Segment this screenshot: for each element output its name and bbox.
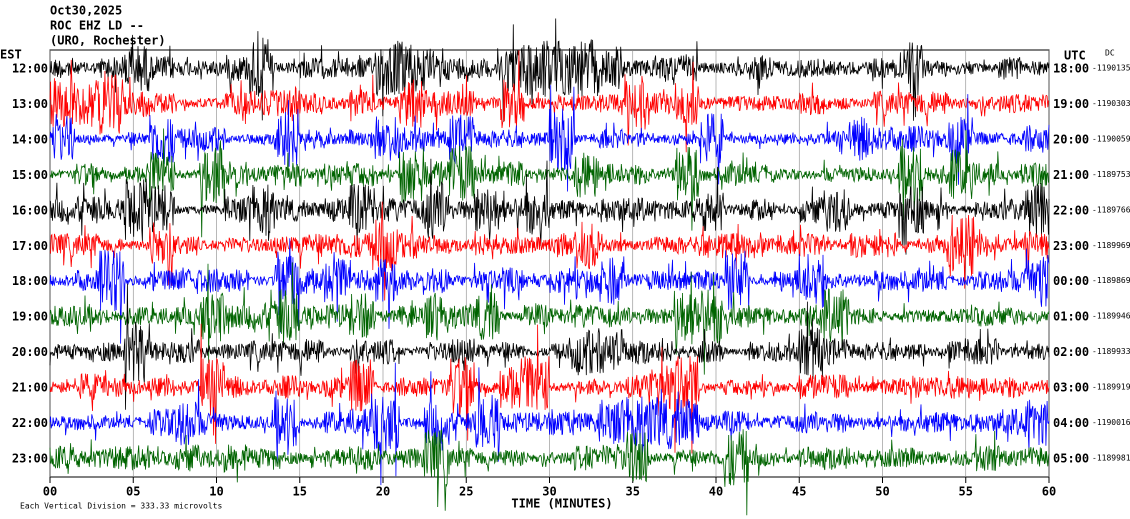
est-label: 22:00 bbox=[12, 416, 48, 430]
station: ROC EHZ LD -- bbox=[50, 19, 144, 33]
x-tick-label: 25 bbox=[459, 485, 473, 499]
location: (URO, Rochester) bbox=[50, 34, 166, 48]
footer: Each Vertical Division = 333.33 microvol… bbox=[20, 502, 222, 511]
x-tick-label: 20 bbox=[376, 485, 390, 499]
seismic-trace bbox=[49, 283, 1050, 410]
est-label: 13:00 bbox=[12, 97, 48, 111]
utc-label: 21:00 bbox=[1053, 168, 1089, 182]
seismic-trace bbox=[49, 238, 1050, 344]
x-tick-label: 15 bbox=[293, 485, 307, 499]
x-tick-label: 40 bbox=[709, 485, 723, 499]
x-tick-label: 60 bbox=[1042, 485, 1056, 499]
x-tick-label: 05 bbox=[126, 485, 140, 499]
seismic-trace bbox=[49, 158, 1050, 255]
est-label: 17:00 bbox=[12, 239, 48, 253]
utc-label: 03:00 bbox=[1053, 381, 1089, 395]
dc-label: DC bbox=[1105, 49, 1115, 58]
utc-label: 02:00 bbox=[1053, 345, 1089, 359]
x-tick-label: 55 bbox=[959, 485, 973, 499]
seismic-trace bbox=[49, 50, 1050, 153]
dc-value: -1189946 bbox=[1092, 312, 1130, 321]
dc-value: -1189969 bbox=[1092, 241, 1130, 250]
est-label: 15:00 bbox=[12, 168, 48, 182]
utc-label: 22:00 bbox=[1053, 203, 1089, 217]
x-tick-label: 30 bbox=[542, 485, 556, 499]
dc-value: -1190135 bbox=[1092, 64, 1130, 73]
est-label: 19:00 bbox=[12, 310, 48, 324]
est-label: 21:00 bbox=[12, 381, 48, 395]
x-tick-label: 00 bbox=[43, 485, 57, 499]
seismic-trace bbox=[49, 323, 1050, 454]
dc-value: -1189766 bbox=[1092, 205, 1130, 214]
est-label: 14:00 bbox=[12, 132, 48, 146]
seismic-trace bbox=[49, 201, 1050, 301]
utc-label: UTC bbox=[1064, 49, 1086, 63]
seismic-trace bbox=[49, 262, 1050, 375]
x-tick-label: 10 bbox=[209, 485, 223, 499]
est-label: 20:00 bbox=[12, 345, 48, 359]
date: Oct30,2025 bbox=[50, 4, 122, 18]
utc-label: 05:00 bbox=[1053, 451, 1089, 465]
utc-label: 23:00 bbox=[1053, 239, 1089, 253]
dc-value: -1189933 bbox=[1092, 347, 1130, 356]
dc-value: -1189869 bbox=[1092, 276, 1130, 285]
dc-value: -1190059 bbox=[1092, 134, 1130, 143]
dc-value: -1189753 bbox=[1092, 170, 1130, 179]
seismic-trace bbox=[49, 429, 1050, 516]
seismic-trace bbox=[49, 85, 1050, 192]
dc-value: -1189981 bbox=[1092, 453, 1130, 462]
seismic-trace bbox=[49, 18, 1050, 122]
utc-label: 18:00 bbox=[1053, 62, 1089, 76]
dc-value: -1189919 bbox=[1092, 383, 1130, 392]
est-label: 12:00 bbox=[12, 62, 48, 76]
utc-label: 20:00 bbox=[1053, 132, 1089, 146]
utc-label: 04:00 bbox=[1053, 416, 1089, 430]
est-label: 16:00 bbox=[12, 203, 48, 217]
dc-value: -1190016 bbox=[1092, 418, 1130, 427]
x-tick-label: 35 bbox=[626, 485, 640, 499]
x-axis-title: TIME (MINUTES) bbox=[511, 497, 612, 511]
utc-label: 01:00 bbox=[1053, 310, 1089, 324]
dc-value: -1190303 bbox=[1092, 99, 1130, 108]
seismic-trace bbox=[49, 128, 1050, 238]
utc-label: 19:00 bbox=[1053, 97, 1089, 111]
x-tick-label: 50 bbox=[875, 485, 889, 499]
est-label: 23:00 bbox=[12, 451, 48, 465]
utc-label: 00:00 bbox=[1053, 274, 1089, 288]
x-tick-label: 45 bbox=[792, 485, 806, 499]
est-label: 18:00 bbox=[12, 274, 48, 288]
seismic-trace bbox=[49, 362, 1050, 486]
est-label: EST bbox=[0, 48, 22, 62]
